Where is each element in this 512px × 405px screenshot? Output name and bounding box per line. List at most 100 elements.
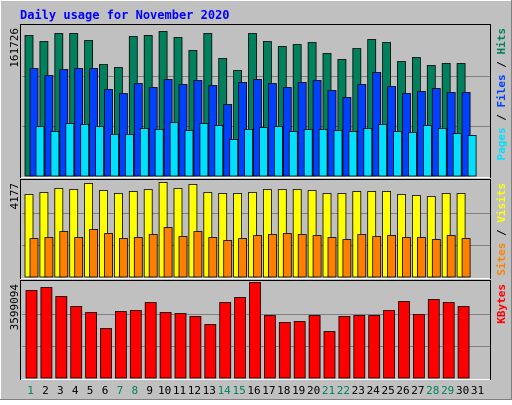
bar-sites-day-26 — [402, 237, 411, 278]
x-label-day-23: 23 — [352, 384, 365, 397]
x-label-day-8: 8 — [131, 384, 138, 397]
bar-sites-day-3 — [59, 231, 69, 278]
bar-pages-day-25 — [393, 131, 403, 177]
bar-sites-day-1 — [29, 238, 39, 278]
bar-kbytes-day-18 — [278, 322, 291, 379]
bar-pages-day-7 — [125, 134, 134, 177]
bar-pages-day-5 — [95, 126, 104, 177]
bar-kbytes-day-11 — [174, 313, 187, 379]
y-max-label-visitors: 4177 — [8, 183, 21, 210]
x-label-day-20: 20 — [307, 384, 320, 397]
bar-pages-day-24 — [378, 124, 388, 177]
legend-item-files: Files — [495, 74, 508, 107]
bar-visits-day-30 — [456, 193, 466, 278]
bar-pages-day-20 — [318, 129, 328, 177]
bar-sites-day-9 — [148, 234, 158, 278]
bar-kbytes-day-6 — [100, 328, 112, 379]
bar-kbytes-day-2 — [40, 287, 53, 379]
x-label-day-15: 15 — [232, 384, 245, 397]
bar-pages-day-17 — [273, 126, 283, 177]
legend-separator: / — [495, 55, 508, 75]
bar-visits-day-7 — [114, 193, 123, 278]
x-label-day-22: 22 — [337, 384, 350, 397]
bar-pages-day-9 — [154, 129, 164, 177]
legend-item-hits: Hits — [495, 28, 508, 55]
bar-sites-day-28 — [431, 239, 441, 278]
x-label-day-6: 6 — [102, 384, 109, 397]
x-label-day-19: 19 — [292, 384, 305, 397]
x-axis-labels: 1 2 3 4 5 6 7 8 9 10 11 12 13 14 15 16 17 18 19 20 21 22 23 24 2… — [27, 384, 484, 397]
bar-sites-day-18 — [282, 233, 292, 278]
bar-pages-day-14 — [229, 139, 239, 177]
bar-kbytes-day-23 — [353, 315, 366, 379]
bar-kbytes-day-1 — [25, 290, 38, 379]
bar-visits-day-25 — [382, 191, 392, 278]
bar-visits-day-19 — [292, 189, 302, 278]
bar-pages-day-11 — [184, 130, 194, 177]
bar-sites-day-29 — [446, 235, 456, 278]
bar-pages-day-15 — [244, 129, 254, 177]
x-label-day-4: 4 — [72, 384, 79, 397]
x-label-day-11: 11 — [173, 384, 186, 397]
bar-pages-day-18 — [288, 131, 298, 177]
bar-pages-day-22 — [348, 131, 358, 177]
bar-kbytes-day-3 — [55, 296, 68, 379]
bar-visits-day-14 — [218, 193, 228, 278]
bar-kbytes-day-19 — [293, 321, 306, 379]
bar-sites-day-15 — [238, 238, 248, 278]
bar-sites-day-23 — [357, 234, 367, 278]
bar-sites-day-14 — [223, 240, 233, 278]
bar-kbytes-day-29 — [442, 302, 455, 379]
x-label-day-1: 1 — [27, 384, 34, 397]
bar-files-day-5 — [89, 68, 98, 177]
legend-item-pages: Pages — [495, 127, 508, 160]
bar-sites-day-2 — [44, 237, 54, 278]
bar-visits-day-21 — [322, 193, 332, 278]
bar-pages-day-1 — [35, 126, 45, 177]
x-label-day-2: 2 — [42, 384, 49, 397]
bar-sites-day-13 — [208, 237, 218, 278]
bar-kbytes-day-27 — [412, 314, 425, 379]
y-axis-labels: 161726 4177 3599094 — [8, 28, 21, 330]
bar-pages-day-6 — [110, 134, 119, 177]
bar-visits-day-12 — [188, 184, 198, 278]
x-label-day-9: 9 — [146, 384, 153, 397]
bar-sites-day-10 — [163, 227, 173, 278]
y-max-label-volume: 3599094 — [8, 284, 21, 331]
bar-kbytes-day-13 — [204, 324, 217, 379]
bar-files-day-3 — [59, 69, 69, 177]
bar-kbytes-day-4 — [70, 306, 83, 379]
chart-title: Daily usage for November 2020 — [20, 8, 230, 22]
bar-kbytes-day-26 — [398, 301, 410, 379]
bar-sites-day-17 — [267, 234, 277, 278]
bar-kbytes-day-30 — [457, 306, 470, 379]
bar-pages-day-21 — [333, 130, 343, 177]
bar-kbytes-day-5 — [85, 312, 97, 379]
bar-visits-day-24 — [367, 191, 377, 278]
bar-pages-day-19 — [303, 129, 313, 177]
bar-files-day-6 — [104, 89, 113, 177]
x-label-day-5: 5 — [87, 384, 94, 397]
bar-visits-day-27 — [411, 195, 421, 278]
x-label-day-26: 26 — [396, 384, 409, 397]
bar-pages-day-29 — [452, 133, 462, 177]
bar-pages-day-2 — [50, 131, 60, 177]
x-label-day-24: 24 — [367, 384, 381, 397]
bar-kbytes-day-21 — [323, 331, 336, 379]
bar-pages-day-16 — [259, 127, 268, 177]
x-label-day-14: 14 — [218, 384, 232, 397]
bars — [24, 31, 477, 379]
bar-sites-day-16 — [253, 235, 262, 278]
x-label-day-13: 13 — [203, 384, 216, 397]
bar-pages-day-28 — [437, 128, 447, 177]
bar-files-day-2 — [44, 75, 54, 177]
bar-sites-day-24 — [372, 236, 382, 278]
bar-kbytes-day-12 — [189, 316, 202, 379]
x-label-day-17: 17 — [262, 384, 275, 397]
bar-kbytes-day-15 — [234, 297, 247, 379]
bar-sites-day-21 — [327, 237, 337, 278]
bar-kbytes-day-24 — [368, 315, 381, 379]
bar-kbytes-day-9 — [144, 302, 157, 379]
bar-kbytes-day-17 — [263, 315, 276, 379]
